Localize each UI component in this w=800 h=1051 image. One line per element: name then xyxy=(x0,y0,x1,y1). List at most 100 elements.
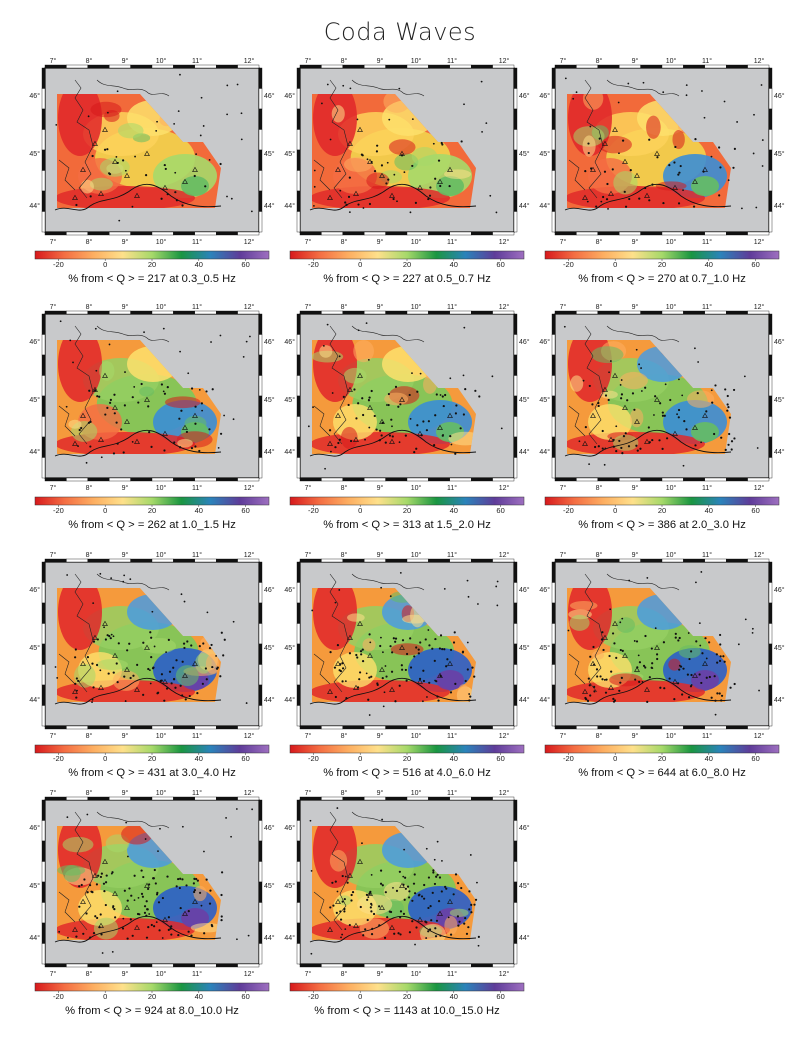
earthquake-dot xyxy=(343,910,346,913)
earthquake-dot xyxy=(208,428,211,431)
earthquake-dot xyxy=(695,640,698,643)
earthquake-dot xyxy=(196,879,199,882)
frame-scale xyxy=(551,67,556,89)
earthquake-dot xyxy=(435,875,438,878)
border-line xyxy=(351,573,425,591)
earthquake-dot xyxy=(111,950,114,953)
colorbar-tick-label: -20 xyxy=(563,506,574,515)
earthquake-dot xyxy=(163,449,166,452)
latitude-tick-label: 44° xyxy=(774,448,785,456)
colorbar-tick-label: 20 xyxy=(148,260,156,269)
latitude-tick-label: 45° xyxy=(774,644,785,652)
earthquake-dot xyxy=(719,643,722,646)
earthquake-dot xyxy=(173,122,176,125)
colorbar-tick-label: 40 xyxy=(705,506,713,515)
earthquake-dot xyxy=(710,696,713,699)
earthquake-dot xyxy=(398,441,401,444)
frame-scale xyxy=(513,799,518,821)
earthquake-dot xyxy=(452,641,456,644)
earthquake-dot xyxy=(392,886,394,889)
earthquake-dot xyxy=(370,902,373,905)
earthquake-dot xyxy=(404,876,407,879)
longitude-tick-label: 12° xyxy=(244,970,255,978)
earthquake-dot xyxy=(382,651,384,654)
earthquake-dot xyxy=(226,84,229,87)
earthquake-dot xyxy=(381,818,384,821)
frame-scale xyxy=(41,149,46,171)
earthquake-dot xyxy=(403,848,406,851)
longitude-tick-label: 9° xyxy=(377,238,384,246)
latitude-tick-label: 45° xyxy=(264,644,275,652)
earthquake-dot xyxy=(564,77,567,80)
earthquake-dot xyxy=(388,434,392,437)
border-line xyxy=(58,405,76,437)
station-triangle xyxy=(702,166,708,172)
frame-scale xyxy=(41,108,46,130)
frame-scale xyxy=(661,64,684,69)
station-triangle xyxy=(124,418,130,424)
frame-scale xyxy=(640,558,663,563)
colorbar-tick-label: 20 xyxy=(148,754,156,763)
longitude-tick-label: 12° xyxy=(244,732,255,740)
earthquake-dot xyxy=(467,595,470,598)
earthquake-dot xyxy=(653,414,655,416)
earthquake-dot xyxy=(427,420,430,423)
panel-caption: % from < Q > = 217 at 0.3_0.5 Hz xyxy=(68,273,236,285)
longitude-tick-label: 7° xyxy=(50,238,57,246)
earthquake-dot xyxy=(434,935,438,938)
earthquake-dot xyxy=(732,388,736,392)
earthquake-dot xyxy=(595,205,598,208)
colorbar: -20 0 20 40 60 xyxy=(544,496,780,515)
frame-scale xyxy=(258,943,263,965)
earthquake-dot xyxy=(101,952,104,954)
earthquake-dot xyxy=(687,696,691,699)
station-triangle xyxy=(92,140,98,146)
earthquake-dot xyxy=(329,906,332,909)
earthquake-dot xyxy=(430,919,433,922)
earthquake-dot xyxy=(624,205,628,208)
panel-caption: % from < Q > = 227 at 0.5_0.7 Hz xyxy=(323,273,491,285)
earthquake-dot xyxy=(615,656,618,659)
earthquake-dot xyxy=(116,90,119,93)
frame-scale xyxy=(108,310,131,315)
earthquake-dot xyxy=(694,138,697,141)
earthquake-dot xyxy=(195,877,198,881)
earthquake-dot xyxy=(339,918,343,921)
earthquake-dot xyxy=(74,656,77,659)
earthquake-dot xyxy=(348,176,351,179)
earthquake-dot xyxy=(662,641,666,644)
latitude-tick-label: 45° xyxy=(519,882,530,890)
frame-scale xyxy=(428,558,450,563)
station-triangle xyxy=(72,440,78,446)
colorbar: -20 0 20 40 60 xyxy=(544,744,780,763)
earthquake-dot xyxy=(179,446,182,449)
earthquake-dot xyxy=(186,640,189,643)
earthquake-dot xyxy=(312,406,314,409)
frame-scale xyxy=(151,310,174,315)
earthquake-dot xyxy=(678,171,681,174)
station-triangle xyxy=(447,166,453,172)
earthquake-dot xyxy=(415,447,418,450)
earthquake-dot xyxy=(708,675,711,679)
earthquake-dot xyxy=(364,438,366,441)
frame-scale xyxy=(321,558,343,563)
earthquake-dot xyxy=(112,905,115,908)
frame-scale xyxy=(576,64,598,69)
earthquake-dot xyxy=(621,649,624,652)
earthquake-dot xyxy=(633,408,636,411)
earthquake-dot xyxy=(341,900,344,903)
latitude-tick-label: 44° xyxy=(264,448,275,456)
earthquake-dot xyxy=(467,926,470,929)
border-line xyxy=(58,653,76,685)
earthquake-dot xyxy=(67,936,69,939)
latitude-tick-label: 46° xyxy=(774,586,785,594)
frame-scale xyxy=(449,477,472,482)
frame-scale xyxy=(554,558,577,563)
station-triangle xyxy=(335,898,341,904)
earthquake-dot xyxy=(156,891,159,894)
border-line xyxy=(351,79,425,97)
frame-scale xyxy=(258,922,263,944)
latitude-tick-label: 44° xyxy=(29,934,40,942)
earthquake-dot xyxy=(441,860,443,862)
earthquake-dot xyxy=(113,908,116,911)
